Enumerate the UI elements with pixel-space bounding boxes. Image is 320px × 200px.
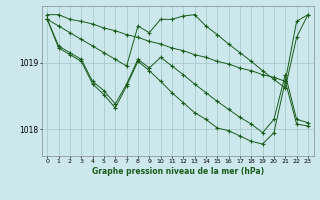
X-axis label: Graphe pression niveau de la mer (hPa): Graphe pression niveau de la mer (hPa) <box>92 167 264 176</box>
